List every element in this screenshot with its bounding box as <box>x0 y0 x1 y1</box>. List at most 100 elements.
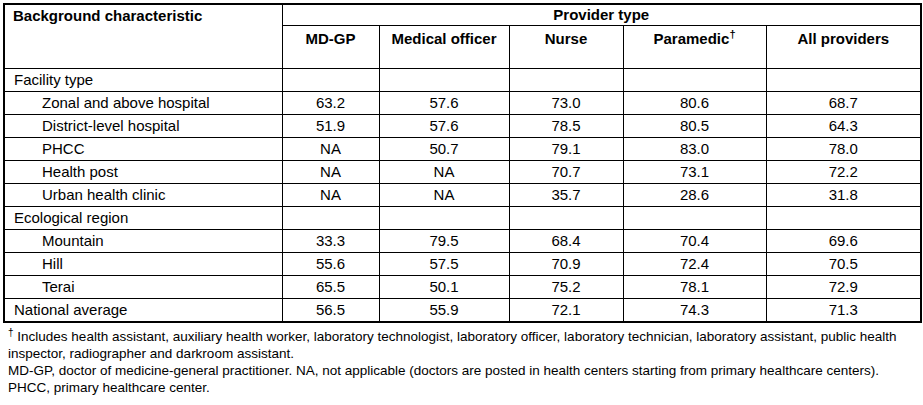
table-body: Facility type Zonal and above hospital 6… <box>4 69 921 322</box>
row-label-cell: National average <box>4 299 282 322</box>
row-label-cell: PHCC <box>4 138 282 161</box>
value-cell: 78.0 <box>766 138 921 161</box>
value-cell: 73.0 <box>509 92 623 115</box>
table-row: Terai 65.5 50.1 75.2 78.1 72.9 <box>4 276 921 299</box>
value-cell: 72.1 <box>509 299 623 322</box>
corner-header-cell: Background characteristic <box>4 4 282 69</box>
value-cell: 75.2 <box>509 276 623 299</box>
value-cell: 74.3 <box>623 299 766 322</box>
value-cell: 64.3 <box>766 115 921 138</box>
value-cell: 57.6 <box>379 115 509 138</box>
value-cell: 73.1 <box>623 161 766 184</box>
value-cell: 70.4 <box>623 230 766 253</box>
value-cell <box>766 207 921 230</box>
value-cell: 63.2 <box>282 92 379 115</box>
value-cell: NA <box>379 161 509 184</box>
row-label-cell: Hill <box>4 253 282 276</box>
footnotes: † Includes health assistant, auxiliary h… <box>8 328 916 396</box>
footnote-dagger: † Includes health assistant, auxiliary h… <box>8 328 916 362</box>
value-cell: NA <box>282 184 379 207</box>
provider-type-table: Background characteristic Provider type … <box>3 3 922 323</box>
value-cell: 68.4 <box>509 230 623 253</box>
value-cell <box>379 69 509 92</box>
value-cell: 56.5 <box>282 299 379 322</box>
column-header-paramedic: Paramedic† <box>623 26 766 69</box>
table-row: Facility type <box>4 69 921 92</box>
table-row: PHCC NA 50.7 79.1 83.0 78.0 <box>4 138 921 161</box>
column-header-label: Nurse <box>545 30 588 47</box>
value-cell: 50.1 <box>379 276 509 299</box>
value-cell: 79.1 <box>509 138 623 161</box>
table-row: Mountain 33.3 79.5 68.4 70.4 69.6 <box>4 230 921 253</box>
value-cell <box>379 207 509 230</box>
group-header-cell: Provider type <box>282 4 921 26</box>
value-cell: 72.9 <box>766 276 921 299</box>
row-label-cell: District-level hospital <box>4 115 282 138</box>
column-header-nurse: Nurse <box>509 26 623 69</box>
value-cell: 57.6 <box>379 92 509 115</box>
table-row: Zonal and above hospital 63.2 57.6 73.0 … <box>4 92 921 115</box>
group-header-row: Background characteristic Provider type <box>4 4 921 26</box>
page: Background characteristic Provider type … <box>0 0 923 396</box>
column-header-label: Medical officer <box>391 30 496 47</box>
table-row: Ecological region <box>4 207 921 230</box>
value-cell: 31.8 <box>766 184 921 207</box>
value-cell: 71.3 <box>766 299 921 322</box>
column-header-label: Paramedic <box>653 30 729 47</box>
value-cell: 68.7 <box>766 92 921 115</box>
value-cell: 65.5 <box>282 276 379 299</box>
value-cell <box>623 69 766 92</box>
value-cell: 35.7 <box>509 184 623 207</box>
row-label-cell: Urban health clinic <box>4 184 282 207</box>
value-cell <box>282 207 379 230</box>
row-label-cell: Mountain <box>4 230 282 253</box>
dagger-symbol: † <box>729 28 735 40</box>
table-row: National average 56.5 55.9 72.1 74.3 71.… <box>4 299 921 322</box>
value-cell: 80.6 <box>623 92 766 115</box>
column-header-all-providers: All providers <box>766 26 921 69</box>
value-cell: 80.5 <box>623 115 766 138</box>
value-cell: 70.7 <box>509 161 623 184</box>
table-row: Urban health clinic NA NA 35.7 28.6 31.8 <box>4 184 921 207</box>
column-header-medical-officer: Medical officer <box>379 26 509 69</box>
value-cell: 72.2 <box>766 161 921 184</box>
value-cell: 70.9 <box>509 253 623 276</box>
row-label-cell: Zonal and above hospital <box>4 92 282 115</box>
value-cell <box>509 207 623 230</box>
value-cell: NA <box>282 138 379 161</box>
value-cell: 69.6 <box>766 230 921 253</box>
row-label-cell: Ecological region <box>4 207 282 230</box>
value-cell <box>282 69 379 92</box>
dagger-symbol: † <box>8 326 14 337</box>
value-cell: 83.0 <box>623 138 766 161</box>
value-cell: 55.6 <box>282 253 379 276</box>
value-cell: 78.1 <box>623 276 766 299</box>
value-cell: 51.9 <box>282 115 379 138</box>
value-cell: 78.5 <box>509 115 623 138</box>
value-cell: NA <box>379 184 509 207</box>
value-cell: 70.5 <box>766 253 921 276</box>
column-header-mdgp: MD-GP <box>282 26 379 69</box>
table-header: Background characteristic Provider type … <box>4 4 921 69</box>
value-cell <box>509 69 623 92</box>
footnote-dagger-text: Includes health assistant, auxiliary hea… <box>8 329 897 361</box>
column-header-label: MD-GP <box>306 30 356 47</box>
value-cell: 79.5 <box>379 230 509 253</box>
value-cell: 72.4 <box>623 253 766 276</box>
value-cell: 50.7 <box>379 138 509 161</box>
value-cell: 28.6 <box>623 184 766 207</box>
row-label-cell: Facility type <box>4 69 282 92</box>
value-cell: NA <box>282 161 379 184</box>
value-cell: 33.3 <box>282 230 379 253</box>
table-row: Hill 55.6 57.5 70.9 72.4 70.5 <box>4 253 921 276</box>
row-label-cell: Health post <box>4 161 282 184</box>
table-row: District-level hospital 51.9 57.6 78.5 8… <box>4 115 921 138</box>
value-cell <box>766 69 921 92</box>
row-label-cell: Terai <box>4 276 282 299</box>
footnote-abbreviations: MD-GP, doctor of medicine-general practi… <box>8 362 916 396</box>
table-row: Health post NA NA 70.7 73.1 72.2 <box>4 161 921 184</box>
column-header-label: All providers <box>797 30 889 47</box>
value-cell: 57.5 <box>379 253 509 276</box>
value-cell: 55.9 <box>379 299 509 322</box>
value-cell <box>623 207 766 230</box>
